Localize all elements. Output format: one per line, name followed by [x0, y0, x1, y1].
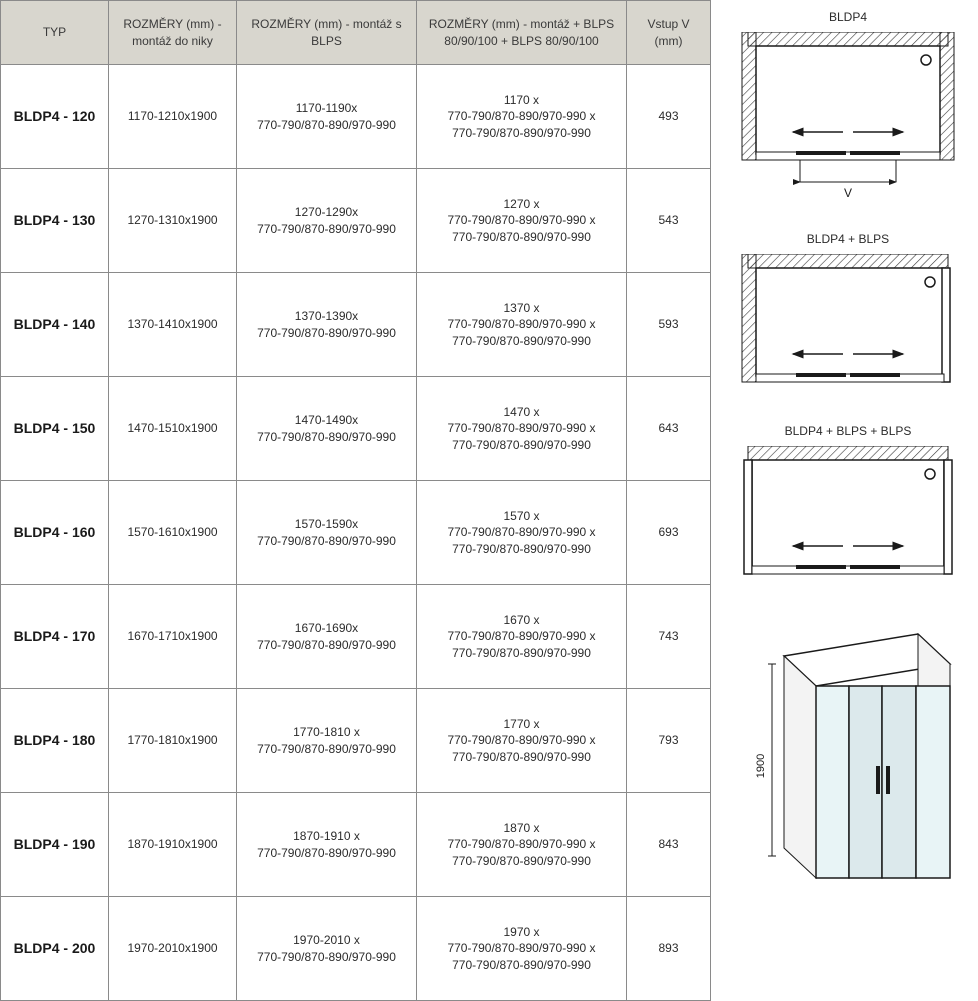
cell-typ: BLDP4 - 120	[1, 65, 109, 169]
cell-typ: BLDP4 - 150	[1, 377, 109, 481]
diagram-bldp4-blps-blps	[738, 446, 958, 596]
diagram-bldp4: V	[738, 32, 958, 212]
cell-vstup: 593	[627, 273, 711, 377]
cell-blps2: 1670 x770-790/870-890/970-990 x770-790/8…	[417, 585, 627, 689]
diagrams-panel: BLDP4	[710, 0, 978, 1000]
cell-niky: 1170-1210x1900	[109, 65, 237, 169]
diagram-title-1: BLDP4	[726, 10, 970, 24]
cell-niky: 1370-1410x1900	[109, 273, 237, 377]
cell-blps2: 1870 x770-790/870-890/970-990 x770-790/8…	[417, 793, 627, 897]
cell-blps: 1270-1290x770-790/870-890/970-990	[237, 169, 417, 273]
cell-vstup: 493	[627, 65, 711, 169]
svg-text:1900: 1900	[755, 754, 767, 778]
cell-blps2: 1470 x770-790/870-890/970-990 x770-790/8…	[417, 377, 627, 481]
cell-vstup: 793	[627, 689, 711, 793]
cell-blps: 1170-1190x770-790/870-890/970-990	[237, 65, 417, 169]
cell-typ: BLDP4 - 190	[1, 793, 109, 897]
table-row: BLDP4 - 1301270-1310x19001270-1290x770-7…	[1, 169, 711, 273]
cell-typ: BLDP4 - 130	[1, 169, 109, 273]
cell-vstup: 693	[627, 481, 711, 585]
table-row: BLDP4 - 1401370-1410x19001370-1390x770-7…	[1, 273, 711, 377]
cell-vstup: 893	[627, 897, 711, 1001]
cell-blps2: 1570 x770-790/870-890/970-990 x770-790/8…	[417, 481, 627, 585]
header-typ: TYP	[1, 1, 109, 65]
cell-blps2: 1170 x770-790/870-890/970-990 x770-790/8…	[417, 65, 627, 169]
cell-typ: BLDP4 - 140	[1, 273, 109, 377]
table-row: BLDP4 - 1201170-1210x19001170-1190x770-7…	[1, 65, 711, 169]
cell-blps: 1570-1590x770-790/870-890/970-990	[237, 481, 417, 585]
diagram-title-2: BLDP4 + BLPS	[726, 232, 970, 246]
header-blps2: ROZMĚRY (mm) - montáž + BLPS 80/90/100 +…	[417, 1, 627, 65]
diagram-bldp4-blps	[738, 254, 958, 404]
cell-blps: 1670-1690x770-790/870-890/970-990	[237, 585, 417, 689]
cell-niky: 1870-1910x1900	[109, 793, 237, 897]
svg-text:V: V	[844, 186, 852, 200]
cell-typ: BLDP4 - 200	[1, 897, 109, 1001]
cell-typ: BLDP4 - 170	[1, 585, 109, 689]
diagram-3d-door: 1900	[728, 616, 968, 916]
table-row: BLDP4 - 1901870-1910x19001870-1910 x770-…	[1, 793, 711, 897]
cell-niky: 1770-1810x1900	[109, 689, 237, 793]
cell-niky: 1970-2010x1900	[109, 897, 237, 1001]
cell-blps: 1870-1910 x770-790/870-890/970-990	[237, 793, 417, 897]
header-niky: ROZMĚRY (mm) - montáž do niky	[109, 1, 237, 65]
cell-blps: 1770-1810 x770-790/870-890/970-990	[237, 689, 417, 793]
diagram-title-3: BLDP4 + BLPS + BLPS	[726, 424, 970, 438]
header-vstup: Vstup V (mm)	[627, 1, 711, 65]
cell-vstup: 743	[627, 585, 711, 689]
cell-blps: 1370-1390x770-790/870-890/970-990	[237, 273, 417, 377]
table-row: BLDP4 - 1501470-1510x19001470-1490x770-7…	[1, 377, 711, 481]
cell-niky: 1270-1310x1900	[109, 169, 237, 273]
cell-blps2: 1270 x770-790/870-890/970-990 x770-790/8…	[417, 169, 627, 273]
cell-niky: 1570-1610x1900	[109, 481, 237, 585]
cell-vstup: 543	[627, 169, 711, 273]
cell-vstup: 643	[627, 377, 711, 481]
header-blps: ROZMĚRY (mm) - montáž s BLPS	[237, 1, 417, 65]
cell-vstup: 843	[627, 793, 711, 897]
spec-table: TYP ROZMĚRY (mm) - montáž do niky ROZMĚR…	[0, 0, 710, 1000]
cell-niky: 1670-1710x1900	[109, 585, 237, 689]
table-row: BLDP4 - 1601570-1610x19001570-1590x770-7…	[1, 481, 711, 585]
table-row: BLDP4 - 2001970-2010x19001970-2010 x770-…	[1, 897, 711, 1001]
cell-typ: BLDP4 - 180	[1, 689, 109, 793]
cell-blps: 1470-1490x770-790/870-890/970-990	[237, 377, 417, 481]
cell-blps2: 1370 x770-790/870-890/970-990 x770-790/8…	[417, 273, 627, 377]
cell-blps2: 1770 x770-790/870-890/970-990 x770-790/8…	[417, 689, 627, 793]
cell-niky: 1470-1510x1900	[109, 377, 237, 481]
cell-blps2: 1970 x770-790/870-890/970-990 x770-790/8…	[417, 897, 627, 1001]
cell-typ: BLDP4 - 160	[1, 481, 109, 585]
table-row: BLDP4 - 1701670-1710x19001670-1690x770-7…	[1, 585, 711, 689]
cell-blps: 1970-2010 x770-790/870-890/970-990	[237, 897, 417, 1001]
table-row: BLDP4 - 1801770-1810x19001770-1810 x770-…	[1, 689, 711, 793]
